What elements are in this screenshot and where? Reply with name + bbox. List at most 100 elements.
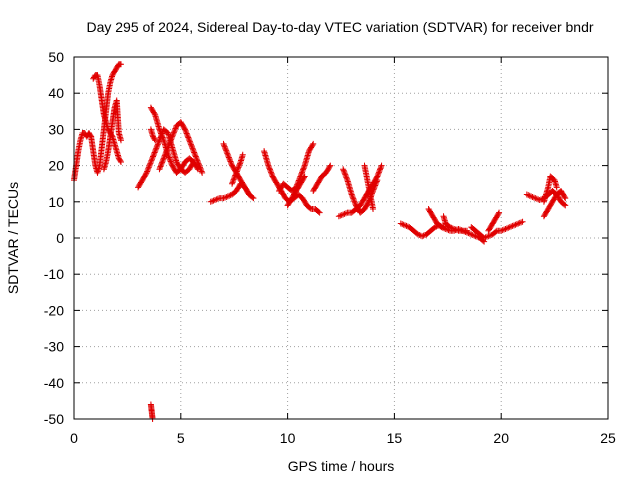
data-point bbox=[461, 228, 468, 235]
data-point bbox=[157, 163, 164, 170]
data-point bbox=[151, 150, 158, 157]
data-point bbox=[166, 155, 173, 162]
data-point bbox=[485, 233, 492, 240]
data-point bbox=[168, 161, 175, 168]
data-point bbox=[182, 126, 189, 133]
series-arc-13 bbox=[261, 148, 323, 216]
data-point bbox=[233, 168, 240, 175]
data-point bbox=[400, 221, 407, 228]
data-point bbox=[147, 160, 154, 167]
data-point bbox=[337, 212, 344, 219]
data-point bbox=[186, 138, 193, 145]
data-point bbox=[157, 129, 164, 136]
data-point bbox=[350, 195, 357, 202]
data-point bbox=[196, 163, 203, 170]
data-point bbox=[161, 154, 168, 161]
data-point bbox=[496, 209, 503, 216]
data-point bbox=[370, 206, 377, 213]
data-point bbox=[533, 195, 540, 202]
data-point bbox=[495, 210, 502, 217]
data-point bbox=[300, 166, 307, 173]
data-point bbox=[145, 165, 152, 172]
series-arc-4 bbox=[100, 97, 124, 173]
data-point bbox=[168, 159, 175, 166]
series-arc-3 bbox=[90, 72, 124, 165]
data-point bbox=[184, 133, 191, 140]
data-point bbox=[184, 131, 191, 138]
data-point bbox=[161, 152, 168, 159]
data-point bbox=[222, 144, 229, 151]
data-point bbox=[227, 158, 234, 165]
data-point bbox=[239, 151, 246, 158]
data-point bbox=[229, 179, 236, 186]
data-point bbox=[226, 192, 233, 199]
data-point bbox=[471, 232, 478, 239]
data-point bbox=[469, 231, 476, 238]
data-point bbox=[222, 146, 229, 153]
data-point bbox=[245, 190, 252, 197]
data-point bbox=[269, 172, 276, 179]
data-point bbox=[158, 131, 165, 138]
data-point bbox=[148, 157, 155, 164]
data-point bbox=[163, 147, 170, 154]
data-point bbox=[446, 224, 453, 231]
data-point bbox=[402, 222, 409, 229]
data-point bbox=[170, 129, 177, 136]
data-point bbox=[499, 227, 506, 234]
data-point bbox=[374, 172, 381, 179]
data-point bbox=[194, 158, 201, 165]
data-point bbox=[147, 158, 154, 165]
data-point bbox=[562, 202, 569, 209]
data-point bbox=[505, 224, 512, 231]
data-point bbox=[351, 199, 358, 206]
data-point bbox=[441, 225, 448, 232]
y-axis-label: SDTVAR / TECUs bbox=[5, 182, 21, 294]
x-tick-label: 5 bbox=[177, 430, 185, 446]
series-arc-8 bbox=[156, 119, 206, 176]
data-point bbox=[170, 130, 177, 137]
data-point bbox=[301, 163, 308, 170]
data-point bbox=[376, 168, 383, 175]
data-point bbox=[486, 232, 493, 239]
data-point bbox=[232, 171, 239, 178]
data-point bbox=[315, 208, 322, 215]
data-point bbox=[153, 145, 160, 152]
data-point bbox=[150, 153, 157, 160]
data-point bbox=[188, 142, 195, 149]
data-point bbox=[144, 168, 151, 175]
data-point bbox=[164, 144, 171, 151]
data-point bbox=[167, 157, 174, 164]
data-point bbox=[512, 221, 519, 228]
data-point bbox=[340, 211, 347, 218]
data-point bbox=[373, 174, 380, 181]
data-point bbox=[191, 150, 198, 157]
data-point bbox=[87, 132, 94, 139]
data-point bbox=[185, 135, 192, 142]
data-point bbox=[189, 144, 196, 151]
data-point bbox=[194, 157, 201, 164]
data-point bbox=[198, 168, 205, 175]
data-point bbox=[466, 230, 473, 237]
data-point bbox=[309, 142, 316, 149]
data-point bbox=[192, 153, 199, 160]
data-point bbox=[526, 192, 533, 199]
series-arc-12 bbox=[229, 151, 246, 187]
data-point bbox=[508, 223, 515, 230]
data-point bbox=[145, 164, 152, 171]
data-point bbox=[249, 194, 256, 201]
data-point bbox=[221, 194, 228, 201]
data-point bbox=[159, 133, 166, 140]
data-point bbox=[561, 201, 568, 208]
data-point bbox=[182, 127, 189, 134]
data-point bbox=[483, 233, 490, 240]
data-point bbox=[523, 191, 530, 198]
data-point bbox=[462, 228, 469, 235]
data-point bbox=[341, 170, 348, 177]
data-point bbox=[220, 140, 227, 147]
data-point bbox=[229, 180, 236, 187]
data-point bbox=[416, 231, 423, 238]
data-point bbox=[146, 161, 153, 168]
data-point bbox=[300, 174, 307, 181]
data-point bbox=[198, 167, 205, 174]
